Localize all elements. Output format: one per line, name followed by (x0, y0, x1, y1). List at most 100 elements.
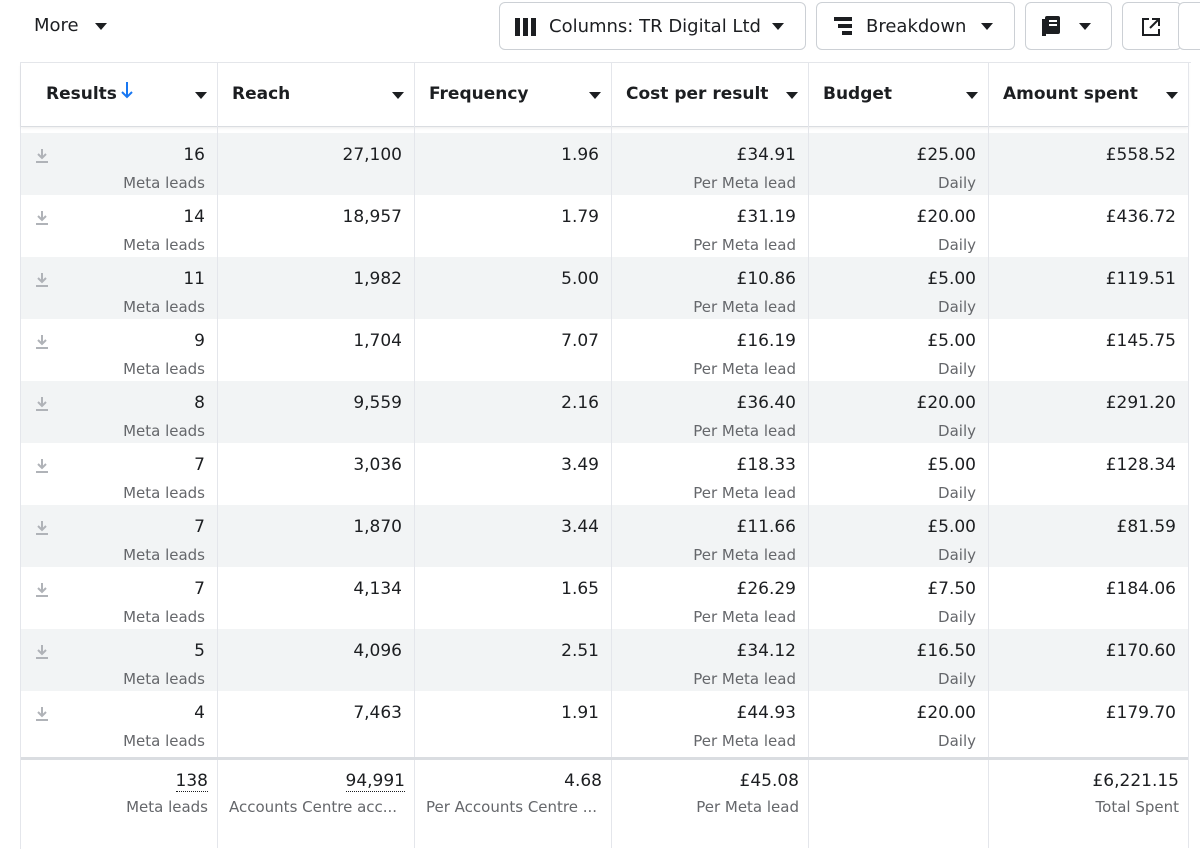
column-divider (808, 62, 809, 848)
amount-spent: £436.72 (1105, 207, 1176, 227)
budget-period: Daily (938, 298, 976, 316)
export-button[interactable] (1122, 2, 1182, 50)
result-value: 5 (194, 641, 205, 661)
columns-button[interactable]: Columns: TR Digital Ltd (499, 2, 806, 50)
amount-spent: £119.51 (1105, 269, 1176, 289)
budget-period: Daily (938, 422, 976, 440)
result-value: 11 (183, 269, 205, 289)
reach: 1,704 (353, 331, 402, 351)
amount-spent: £558.52 (1105, 145, 1176, 165)
reach: 3,036 (353, 455, 402, 475)
download-icon (35, 706, 49, 726)
cost-per-result: £11.66 (736, 517, 796, 537)
row-background (21, 381, 1188, 443)
budget-period: Daily (938, 360, 976, 378)
cost-per-result: £26.29 (736, 579, 796, 599)
frequency: 1.65 (561, 579, 599, 599)
columns-label: Columns: TR Digital Ltd (549, 16, 761, 37)
caret (1079, 23, 1091, 30)
result-value: 14 (183, 207, 205, 227)
download-icon (35, 272, 49, 292)
column-header[interactable]: Budget (823, 84, 893, 104)
column-divider (414, 62, 415, 848)
frequency: 3.44 (561, 517, 599, 537)
breakdown-label: Breakdown (866, 16, 967, 37)
total-frequency: 4.68 (564, 771, 602, 791)
reports-button[interactable] (1025, 2, 1112, 50)
header-caret (392, 92, 404, 99)
columns-icon (515, 18, 536, 36)
result-type: Meta leads (123, 484, 205, 502)
column-header[interactable]: Frequency (429, 84, 529, 104)
cost-per-result: £36.40 (736, 393, 796, 413)
result-value: 7 (194, 579, 205, 599)
cost-unit: Per Meta lead (693, 484, 796, 502)
reach: 18,957 (342, 207, 402, 227)
reach: 9,559 (353, 393, 402, 413)
reports-icon (1042, 16, 1060, 36)
header-caret (195, 92, 207, 99)
budget: £5.00 (927, 455, 976, 475)
budget: £20.00 (916, 207, 976, 227)
header-caret (966, 92, 978, 99)
frequency: 1.91 (561, 703, 599, 723)
cost-unit: Per Meta lead (693, 236, 796, 254)
frequency: 1.79 (561, 207, 599, 227)
result-value: 9 (194, 331, 205, 351)
total-cost: £45.08 (739, 771, 799, 791)
total-frequency-label: Per Accounts Centre ... (426, 798, 598, 816)
budget: £7.50 (927, 579, 976, 599)
download-icon (35, 644, 49, 664)
amount-spent: £170.60 (1105, 641, 1176, 661)
column-header[interactable]: Amount spent (1003, 84, 1138, 104)
download-icon (35, 210, 49, 230)
budget: £5.00 (927, 269, 976, 289)
column-divider (611, 62, 612, 848)
row-background (21, 629, 1188, 691)
more-menu[interactable]: More (34, 15, 79, 36)
cost-unit: Per Meta lead (693, 360, 796, 378)
result-type: Meta leads (123, 174, 205, 192)
frequency: 7.07 (561, 331, 599, 351)
budget: £25.00 (916, 145, 976, 165)
column-header[interactable]: Results (46, 84, 117, 104)
total-reach-label: Accounts Centre acc... (229, 798, 398, 816)
result-value: 7 (194, 517, 205, 537)
amount-spent: £145.75 (1105, 331, 1176, 351)
cost-unit: Per Meta lead (693, 670, 796, 688)
result-type: Meta leads (123, 608, 205, 626)
header-caret (786, 92, 798, 99)
column-divider (988, 62, 989, 848)
result-type: Meta leads (123, 670, 205, 688)
column-header[interactable]: Cost per result (626, 84, 769, 104)
reach: 4,134 (353, 579, 402, 599)
reach: 7,463 (353, 703, 402, 723)
header-caret (1166, 92, 1178, 99)
cost-unit: Per Meta lead (693, 732, 796, 750)
download-icon (35, 334, 49, 354)
breakdown-button[interactable]: Breakdown (816, 2, 1015, 50)
result-value: 7 (194, 455, 205, 475)
result-type: Meta leads (123, 422, 205, 440)
total-reach: 94,991 (345, 771, 405, 792)
header-background (21, 63, 1188, 126)
budget: £20.00 (916, 703, 976, 723)
result-type: Meta leads (123, 732, 205, 750)
download-icon (35, 582, 49, 602)
budget-period: Daily (938, 608, 976, 626)
result-type: Meta leads (123, 546, 205, 564)
cost-per-result: £31.19 (736, 207, 796, 227)
column-header[interactable]: Reach (232, 84, 291, 104)
table (20, 62, 1191, 849)
cost-unit: Per Meta lead (693, 422, 796, 440)
row-background (21, 257, 1188, 319)
cost-per-result: £34.12 (736, 641, 796, 661)
column-divider (217, 62, 218, 848)
more-button[interactable] (1178, 2, 1200, 50)
totals-divider (21, 757, 1188, 760)
cost-unit: Per Meta lead (693, 298, 796, 316)
export-icon (1142, 18, 1160, 36)
result-type: Meta leads (123, 236, 205, 254)
budget-period: Daily (938, 174, 976, 192)
result-value: 4 (194, 703, 205, 723)
